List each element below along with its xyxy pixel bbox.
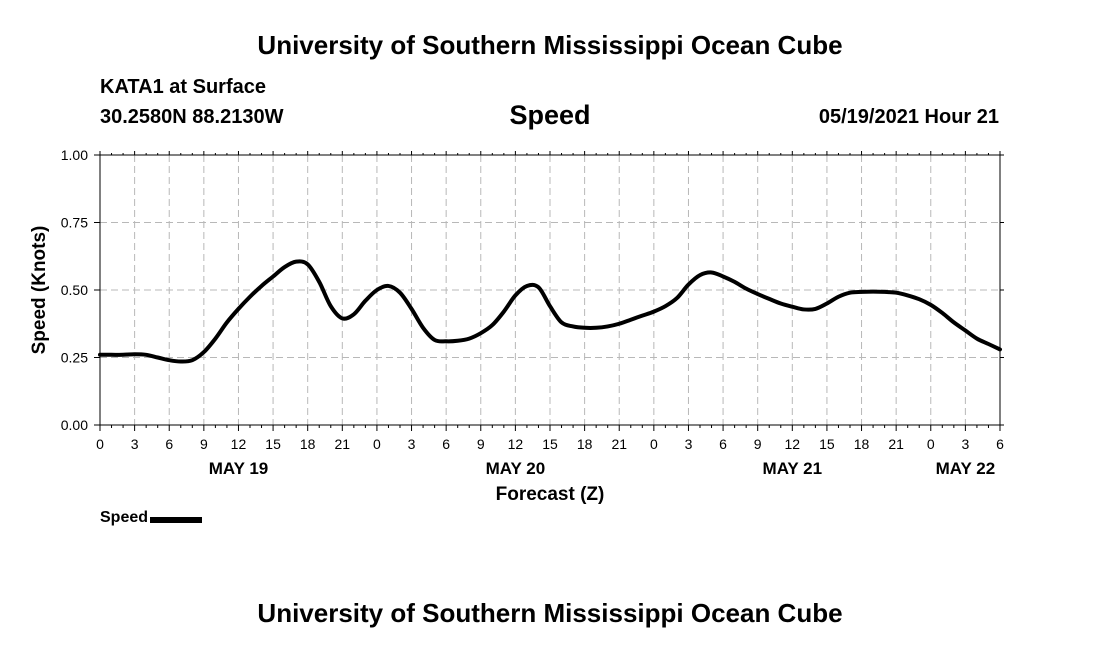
- x-tick-label: 21: [335, 436, 351, 452]
- y-tick-label: 0.25: [61, 350, 88, 366]
- plot-frame: [99, 154, 1001, 426]
- x-tick-label: 21: [611, 436, 627, 452]
- x-tick-label: 15: [542, 436, 558, 452]
- x-tick-label: 9: [477, 436, 485, 452]
- x-tick-label: 0: [96, 436, 104, 452]
- x-tick-label: 0: [927, 436, 935, 452]
- x-tick-label: 9: [200, 436, 208, 452]
- x-tick-label: 15: [819, 436, 835, 452]
- day-label: MAY 20: [486, 459, 546, 478]
- x-tick-label: 18: [577, 436, 593, 452]
- x-tick-label: 9: [754, 436, 762, 452]
- x-tick-label: 3: [685, 436, 693, 452]
- y-tick-label: 0.75: [61, 215, 88, 231]
- day-label: MAY 22: [936, 459, 996, 478]
- x-tick-label: 3: [408, 436, 416, 452]
- page-title: University of Southern Mississippi Ocean…: [257, 30, 843, 60]
- day-label: MAY 19: [209, 459, 269, 478]
- x-tick-label: 12: [508, 436, 524, 452]
- legend-label: Speed: [100, 509, 149, 526]
- x-tick-label: 6: [996, 436, 1004, 452]
- x-tick-label: 12: [785, 436, 801, 452]
- x-tick-label: 0: [373, 436, 381, 452]
- forecast-date-hour: 05/19/2021 Hour 21: [818, 106, 999, 128]
- grid: [100, 155, 1000, 425]
- y-axis-label: Speed (Knots): [29, 226, 50, 355]
- day-label: MAY 21: [763, 459, 823, 478]
- legend: Speed: [100, 509, 203, 527]
- speed-series-line: [98, 259, 1002, 364]
- x-tick-label: 6: [165, 436, 173, 452]
- chart-title: Speed: [509, 100, 591, 130]
- x-tick-label: 3: [961, 436, 969, 452]
- x-tick-label: 0: [650, 436, 658, 452]
- station-coordinates: 30.2580N 88.2130W: [100, 106, 284, 128]
- x-tick-label: 15: [265, 436, 281, 452]
- y-tick-label: 1.00: [61, 147, 88, 163]
- legend-swatch: [150, 516, 203, 523]
- station-label: KATA1 at Surface: [100, 76, 266, 98]
- footer-title: University of Southern Mississippi Ocean…: [257, 598, 843, 628]
- x-tick-label: 6: [442, 436, 450, 452]
- y-tick-label: 0.50: [61, 282, 88, 298]
- x-tick-label: 6: [719, 436, 727, 452]
- x-tick-label: 18: [300, 436, 316, 452]
- x-tick-label: 21: [888, 436, 904, 452]
- axis-labels: 0.00 0.25 0.50 0.75 1.00 0 3 6 9 12 15 18 21 0 3 6 9 12 15…: [61, 147, 1004, 478]
- x-tick-label: 12: [231, 436, 247, 452]
- x-tick-label: 3: [131, 436, 139, 452]
- y-tick-label: 0.00: [61, 417, 88, 433]
- x-tick-label: 18: [854, 436, 870, 452]
- x-axis-label: Forecast (Z): [496, 484, 605, 505]
